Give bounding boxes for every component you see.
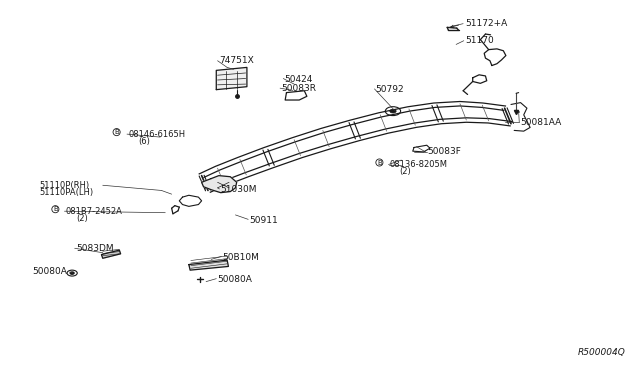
Circle shape [70, 272, 74, 274]
Text: B: B [114, 129, 119, 135]
Text: 50081AA: 50081AA [520, 118, 562, 127]
Polygon shape [216, 67, 247, 90]
Text: 51172+A: 51172+A [465, 19, 508, 28]
Text: 50083F: 50083F [427, 147, 461, 156]
Text: 50083R: 50083R [282, 84, 316, 93]
Text: 50080A: 50080A [33, 267, 67, 276]
Text: 51170: 51170 [465, 36, 494, 45]
Polygon shape [189, 260, 228, 270]
Text: 50424: 50424 [285, 75, 313, 84]
Text: 50080A: 50080A [218, 275, 252, 284]
Text: B: B [53, 206, 58, 212]
Text: 51110P(RH): 51110P(RH) [39, 181, 89, 190]
Text: B: B [377, 160, 382, 166]
Text: (2): (2) [399, 167, 411, 176]
Text: (6): (6) [138, 137, 150, 146]
Text: 08136-8205M: 08136-8205M [390, 160, 448, 169]
Text: 08146-6165H: 08146-6165H [128, 129, 186, 139]
Text: 74751X: 74751X [219, 56, 253, 65]
Text: 51110PA(LH): 51110PA(LH) [39, 188, 93, 197]
Text: 081B7-2452A: 081B7-2452A [66, 207, 123, 216]
Polygon shape [202, 176, 237, 193]
Text: 50792: 50792 [376, 85, 404, 94]
Text: 51030M: 51030M [221, 185, 257, 194]
Polygon shape [102, 250, 120, 258]
Text: 50B10M: 50B10M [223, 253, 260, 262]
Circle shape [390, 109, 396, 113]
Text: 5083DM: 5083DM [76, 244, 113, 253]
Text: R500004Q: R500004Q [578, 347, 626, 356]
Text: (2): (2) [76, 214, 88, 223]
Text: 50911: 50911 [250, 216, 278, 225]
